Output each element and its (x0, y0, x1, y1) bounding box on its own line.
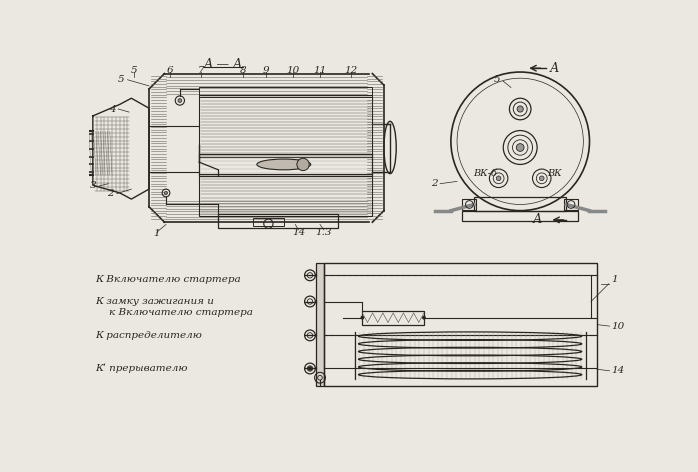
Text: 3: 3 (89, 182, 96, 191)
Bar (324, 263, 597, 386)
Text: 1.3: 1.3 (315, 228, 332, 236)
Text: 9: 9 (262, 66, 269, 75)
Text: 11: 11 (313, 66, 327, 75)
Bar (474, 197, 566, 211)
Text: А: А (533, 213, 542, 227)
Text: К замку зажигания и: К замку зажигания и (95, 297, 214, 306)
Bar (199, 95, 372, 157)
Text: 1: 1 (154, 229, 160, 238)
Text: 4: 4 (109, 104, 115, 113)
Bar (253, 219, 284, 226)
Text: А — А: А — А (204, 58, 244, 71)
Text: 5: 5 (118, 75, 125, 84)
Text: 10: 10 (286, 66, 299, 75)
Text: ВК-б: ВК-б (474, 169, 498, 178)
Ellipse shape (257, 159, 311, 170)
Text: 10: 10 (611, 321, 624, 331)
Bar (463, 199, 476, 210)
Text: К распределителю: К распределителю (95, 331, 202, 340)
Circle shape (517, 106, 524, 112)
Text: К Включателю стартера: К Включателю стартера (95, 276, 241, 285)
Text: А: А (549, 62, 559, 75)
Bar (463, 211, 578, 221)
Text: 1: 1 (611, 276, 618, 285)
Bar (218, 214, 338, 228)
Circle shape (540, 176, 544, 181)
Text: 2: 2 (431, 179, 437, 188)
Circle shape (297, 158, 309, 170)
Text: 5: 5 (493, 75, 500, 84)
Bar (316, 263, 324, 386)
Text: Кʹ прерывателю: Кʹ прерывателю (95, 364, 188, 373)
Text: 8: 8 (239, 66, 246, 75)
Circle shape (165, 191, 168, 194)
Bar (362, 311, 424, 325)
Circle shape (517, 143, 524, 152)
Bar (199, 174, 372, 216)
Text: 14: 14 (292, 228, 305, 236)
Bar (199, 154, 372, 176)
Circle shape (422, 316, 426, 320)
Circle shape (308, 366, 312, 371)
Text: 14: 14 (611, 366, 624, 375)
Text: 6: 6 (167, 66, 173, 75)
Bar (564, 199, 578, 210)
Circle shape (178, 99, 181, 102)
Circle shape (496, 176, 501, 181)
Text: к Включателю стартера: к Включателю стартера (109, 308, 253, 317)
Text: 2: 2 (107, 189, 114, 198)
Bar (199, 87, 372, 97)
Text: 12: 12 (344, 66, 357, 75)
Circle shape (360, 316, 364, 320)
Text: 5: 5 (131, 66, 137, 75)
Text: 7: 7 (198, 66, 204, 75)
Text: ВК: ВК (547, 169, 562, 178)
